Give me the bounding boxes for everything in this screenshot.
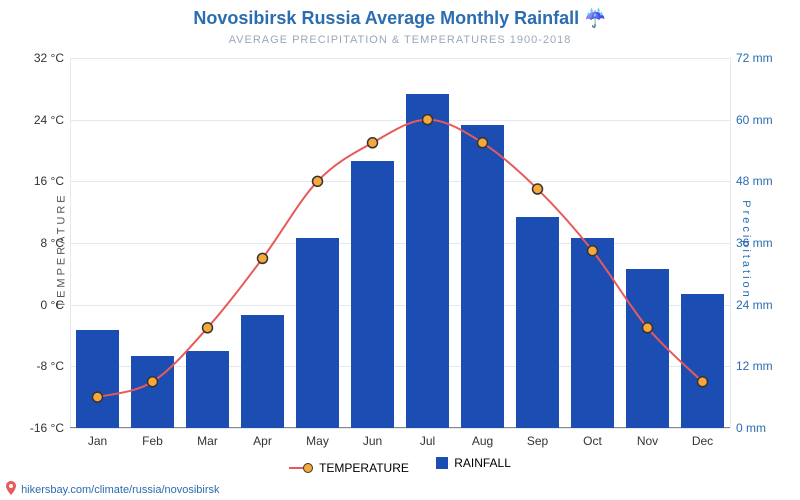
x-category-label: Mar bbox=[197, 434, 218, 448]
temperature-line-layer bbox=[70, 58, 730, 428]
x-category-label: Feb bbox=[142, 434, 163, 448]
temperature-marker bbox=[203, 323, 213, 333]
x-category-label: Dec bbox=[692, 434, 713, 448]
attribution-text: hikersbay.com/climate/russia/novosibirsk bbox=[21, 484, 219, 496]
x-category-label: Sep bbox=[527, 434, 548, 448]
attribution[interactable]: hikersbay.com/climate/russia/novosibirsk bbox=[6, 479, 220, 496]
x-category-label: Aug bbox=[472, 434, 493, 448]
legend-marker-icon bbox=[303, 463, 313, 473]
temperature-marker bbox=[643, 323, 653, 333]
y-tick-right: 60 mm bbox=[736, 113, 773, 127]
legend: TEMPERATURE RAINFALL bbox=[0, 456, 800, 475]
y-tick-left: -8 °C bbox=[37, 359, 64, 373]
plot-area: -16 °C-8 °C0 °C8 °C16 °C24 °C32 °C0 mm12… bbox=[70, 58, 730, 428]
y-tick-right: 72 mm bbox=[736, 51, 773, 65]
temperature-marker bbox=[258, 253, 268, 263]
x-category-label: Jan bbox=[88, 434, 107, 448]
x-category-label: Nov bbox=[637, 434, 658, 448]
y-tick-left: 32 °C bbox=[34, 51, 64, 65]
temperature-marker bbox=[533, 184, 543, 194]
map-pin-icon bbox=[6, 481, 16, 498]
y-tick-left: -16 °C bbox=[30, 421, 64, 435]
temperature-marker bbox=[148, 377, 158, 387]
chart-container: Novosibirsk Russia Average Monthly Rainf… bbox=[0, 0, 800, 500]
temperature-marker bbox=[423, 115, 433, 125]
y-tick-left: 16 °C bbox=[34, 174, 64, 188]
plot-border-right bbox=[730, 58, 731, 428]
y-tick-left: 8 °C bbox=[41, 236, 64, 250]
y-axis-right-label: Precipitation bbox=[740, 200, 752, 300]
x-category-label: May bbox=[306, 434, 329, 448]
legend-line-icon bbox=[289, 467, 303, 469]
temperature-marker bbox=[478, 138, 488, 148]
chart-title: Novosibirsk Russia Average Monthly Rainf… bbox=[0, 8, 800, 29]
x-category-label: Jun bbox=[363, 434, 382, 448]
temperature-marker bbox=[698, 377, 708, 387]
x-category-label: Jul bbox=[420, 434, 435, 448]
temperature-line bbox=[98, 120, 703, 398]
x-category-label: Oct bbox=[583, 434, 602, 448]
temperature-marker bbox=[588, 246, 598, 256]
y-tick-left: 0 °C bbox=[41, 298, 64, 312]
legend-item-rainfall: RAINFALL bbox=[436, 456, 511, 470]
temperature-marker bbox=[368, 138, 378, 148]
chart-subtitle: AVERAGE PRECIPITATION & TEMPERATURES 190… bbox=[0, 34, 800, 46]
legend-rainfall-label: RAINFALL bbox=[454, 456, 511, 470]
y-tick-right: 12 mm bbox=[736, 359, 773, 373]
legend-temperature-label: TEMPERATURE bbox=[319, 461, 409, 475]
x-category-label: Apr bbox=[253, 434, 272, 448]
y-tick-left: 24 °C bbox=[34, 113, 64, 127]
legend-swatch-icon bbox=[436, 457, 448, 469]
y-tick-right: 48 mm bbox=[736, 174, 773, 188]
y-tick-right: 24 mm bbox=[736, 298, 773, 312]
y-axis-left-label: TEMPERATURE bbox=[56, 192, 68, 307]
y-tick-right: 36 mm bbox=[736, 236, 773, 250]
grid-line bbox=[70, 428, 730, 429]
y-tick-right: 0 mm bbox=[736, 421, 766, 435]
chart-title-text: Novosibirsk Russia Average Monthly Rainf… bbox=[193, 8, 606, 28]
temperature-marker bbox=[93, 392, 103, 402]
temperature-marker bbox=[313, 176, 323, 186]
legend-item-temperature: TEMPERATURE bbox=[289, 461, 409, 475]
